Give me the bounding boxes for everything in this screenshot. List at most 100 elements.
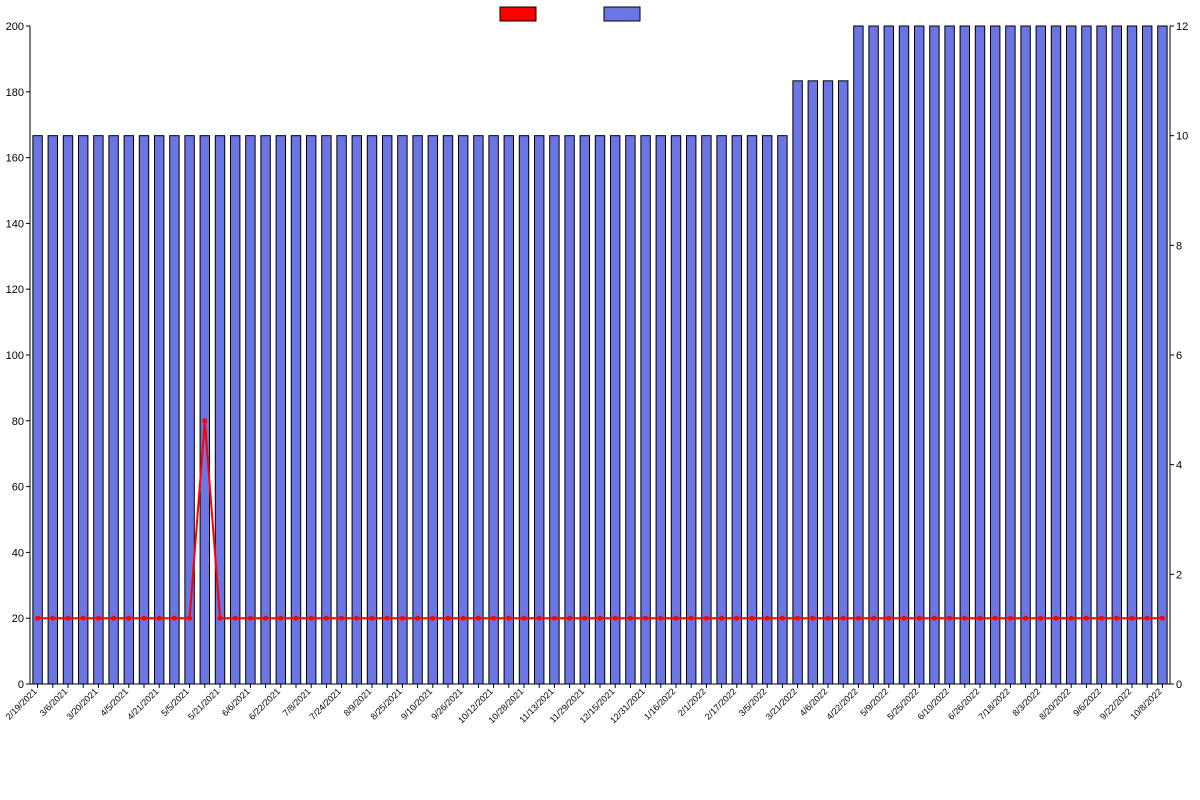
yr-tick-label: 4 (1176, 460, 1182, 472)
bar (139, 136, 148, 684)
line-marker (415, 616, 420, 621)
bar (717, 136, 726, 684)
yl-tick-label: 40 (12, 547, 24, 559)
bar (808, 81, 817, 684)
line-marker (1023, 616, 1028, 621)
yr-tick-label: 12 (1176, 21, 1188, 33)
line-marker (552, 616, 557, 621)
yl-tick-label: 120 (6, 284, 24, 296)
bar (641, 136, 650, 684)
bar (63, 136, 72, 684)
line-marker (1008, 616, 1013, 621)
bar (580, 136, 589, 684)
line-marker (1099, 616, 1104, 621)
line-marker (248, 616, 253, 621)
line-marker (734, 616, 739, 621)
yl-tick-label: 0 (18, 679, 24, 691)
line-marker (1130, 616, 1135, 621)
bar (215, 136, 224, 684)
line-marker (932, 616, 937, 621)
line-marker (902, 616, 907, 621)
line-marker (111, 616, 116, 621)
line-marker (886, 616, 891, 621)
bar (306, 136, 315, 684)
bar (1112, 26, 1121, 684)
line-marker (567, 616, 572, 621)
bar (550, 136, 559, 684)
bar (823, 81, 832, 684)
bar (656, 136, 665, 684)
bar (686, 136, 695, 684)
bar (458, 136, 467, 684)
yl-tick-label: 180 (6, 87, 24, 99)
yr-tick-label: 2 (1176, 569, 1182, 581)
line-marker (1160, 616, 1165, 621)
bar (1021, 26, 1030, 684)
yl-tick-label: 100 (6, 350, 24, 362)
yl-tick-label: 80 (12, 416, 24, 428)
line-marker (537, 616, 542, 621)
bar (94, 136, 103, 684)
line-marker (810, 616, 815, 621)
bar (838, 81, 847, 684)
bar (960, 26, 969, 684)
line-marker (704, 616, 709, 621)
bar (337, 136, 346, 684)
bar (170, 136, 179, 684)
bar (1127, 26, 1136, 684)
yl-tick-label: 60 (12, 482, 24, 494)
bar (914, 26, 923, 684)
line-marker (370, 616, 375, 621)
line-marker (522, 616, 527, 621)
bar (382, 136, 391, 684)
bar (489, 136, 498, 684)
bar (1006, 26, 1015, 684)
line-marker (1145, 616, 1150, 621)
bar (778, 136, 787, 684)
bar (671, 136, 680, 684)
line-marker (35, 616, 40, 621)
yl-tick-label: 160 (6, 153, 24, 165)
bar (1142, 26, 1151, 684)
line-marker (476, 616, 481, 621)
line-marker (385, 616, 390, 621)
bar (519, 136, 528, 684)
line-marker (233, 616, 238, 621)
bar (352, 136, 361, 684)
bar (732, 136, 741, 684)
line-marker (446, 616, 451, 621)
bar (869, 26, 878, 684)
line-marker (491, 616, 496, 621)
yr-tick-label: 0 (1176, 679, 1182, 691)
bar (854, 26, 863, 684)
bar (1051, 26, 1060, 684)
line-marker (1069, 616, 1074, 621)
line-marker (400, 616, 405, 621)
bar (1158, 26, 1167, 684)
bar (200, 136, 209, 684)
line-marker (1114, 616, 1119, 621)
bar (945, 26, 954, 684)
bar (595, 136, 604, 684)
bar (261, 136, 270, 684)
legend-swatch-bar (604, 7, 640, 21)
line-marker (81, 616, 86, 621)
bar (109, 136, 118, 684)
bar (230, 136, 239, 684)
line-marker (263, 616, 268, 621)
line-marker (628, 616, 633, 621)
line-marker (674, 616, 679, 621)
bar (124, 136, 133, 684)
bar (322, 136, 331, 684)
line-marker (917, 616, 922, 621)
line-marker (658, 616, 663, 621)
line-marker (841, 616, 846, 621)
bar (474, 136, 483, 684)
line-marker (1038, 616, 1043, 621)
line-marker (856, 616, 861, 621)
yr-tick-label: 6 (1176, 350, 1182, 362)
line-marker (309, 616, 314, 621)
line-marker (826, 616, 831, 621)
line-marker (598, 616, 603, 621)
bar (413, 136, 422, 684)
